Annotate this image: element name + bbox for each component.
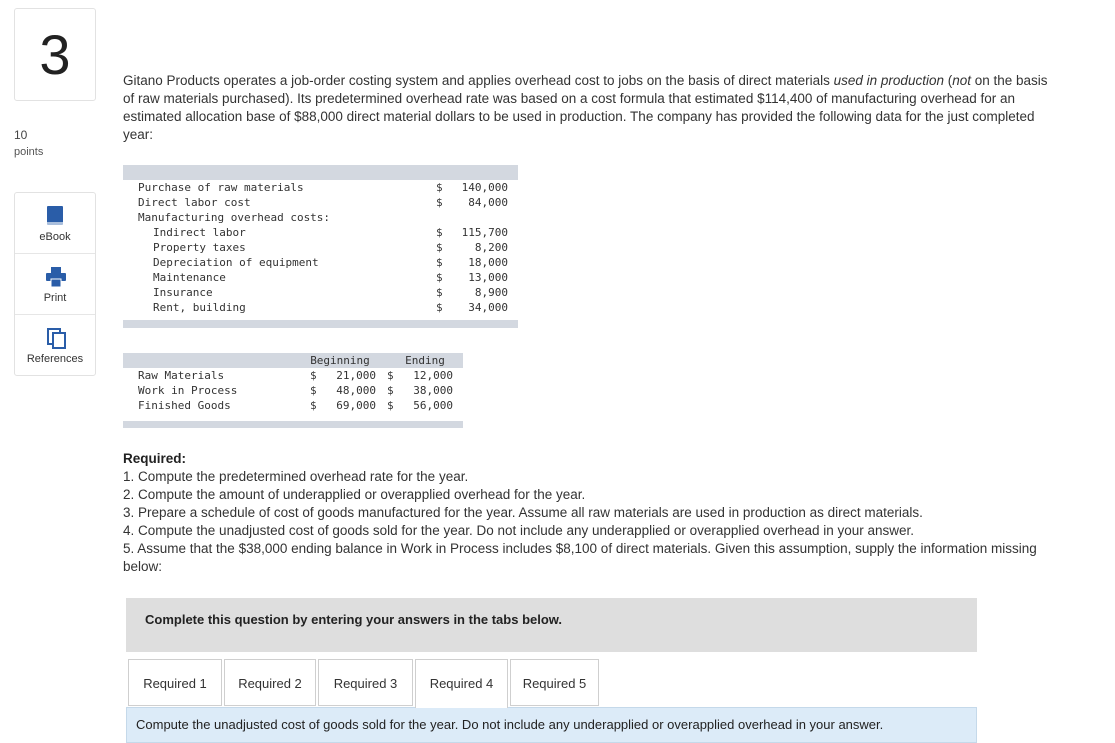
amount: 140,000 — [461, 181, 508, 194]
amount: 8,200 — [474, 241, 508, 254]
row-label: Depreciation of equipment — [153, 256, 319, 269]
column-header: Beginning — [310, 354, 370, 367]
banner-text: Complete this question by entering your … — [145, 612, 563, 627]
question-number: 3 — [39, 23, 71, 86]
tab[interactable]: Required 1 — [128, 659, 222, 706]
tab[interactable]: Required 2 — [224, 659, 316, 706]
intro-segment: on the basis of raw materials purchased)… — [123, 73, 1048, 142]
currency: $ — [387, 399, 394, 412]
currency: $ — [436, 271, 443, 284]
amount: 48,000 — [336, 384, 376, 397]
ebook-button[interactable]: eBook — [15, 193, 95, 254]
required-item: 5. Assume that the $38,000 ending balanc… — [123, 541, 1037, 574]
currency: $ — [436, 256, 443, 269]
row-label: Insurance — [153, 286, 213, 299]
references-button[interactable]: References — [15, 315, 95, 375]
amount: 69,000 — [336, 399, 376, 412]
column-header: Ending — [405, 354, 445, 367]
row-label: Manufacturing overhead costs: — [138, 211, 331, 224]
currency: $ — [436, 241, 443, 254]
points-label: points — [14, 146, 44, 158]
intro-segment: Gitano Products operates a job-order cos… — [123, 73, 834, 88]
row-label: Purchase of raw materials — [138, 181, 304, 194]
row-label: Direct labor cost — [138, 196, 251, 209]
references-icon — [47, 328, 66, 349]
currency: $ — [387, 369, 394, 382]
required-item: 1. Compute the predetermined overhead ra… — [123, 469, 469, 484]
row-label: Indirect labor — [153, 226, 246, 239]
points-value: 10 — [14, 128, 28, 142]
amount: 38,000 — [413, 384, 453, 397]
currency: $ — [310, 399, 317, 412]
table-header-bar — [123, 353, 463, 368]
currency: $ — [436, 301, 443, 314]
required-section: Required: 1. Compute the predetermined ov… — [123, 450, 1063, 576]
required-item: 4. Compute the unadjusted cost of goods … — [123, 523, 915, 538]
currency: $ — [310, 384, 317, 397]
row-label: Property taxes — [153, 241, 246, 254]
amount: 56,000 — [413, 399, 453, 412]
tab[interactable]: Required 4 — [415, 659, 508, 708]
table-footer-bar — [123, 421, 463, 428]
required-title: Required: — [123, 451, 187, 466]
question-number-box: 3 — [14, 8, 96, 101]
tab[interactable]: Required 3 — [318, 659, 413, 706]
print-button[interactable]: Print — [15, 254, 95, 315]
amount: 34,000 — [468, 301, 508, 314]
amount: 12,000 — [413, 369, 453, 382]
instruction-banner: Complete this question by entering your … — [126, 598, 977, 652]
table-footer-bar — [123, 320, 518, 328]
currency: $ — [436, 226, 443, 239]
references-label: References — [26, 353, 84, 365]
currency: $ — [436, 286, 443, 299]
tab-content: Compute the unadjusted cost of goods sol… — [126, 707, 977, 743]
amount: 18,000 — [468, 256, 508, 269]
ebook-label: eBook — [39, 231, 71, 243]
amount: 8,900 — [474, 286, 508, 299]
row-label: Rent, building — [153, 301, 246, 314]
required-item: 3. Prepare a schedule of cost of goods m… — [123, 505, 923, 520]
row-label: Finished Goods — [138, 399, 231, 412]
ebook-icon — [47, 206, 63, 225]
row-label: Work in Process — [138, 384, 238, 397]
required-item: 2. Compute the amount of underapplied or… — [123, 487, 586, 502]
currency: $ — [310, 369, 317, 382]
amount: 21,000 — [336, 369, 376, 382]
tab[interactable]: Required 5 — [510, 659, 599, 706]
currency: $ — [387, 384, 394, 397]
intro-text: Gitano Products operates a job-order cos… — [123, 72, 1058, 144]
intro-italic: used in production — [833, 73, 944, 88]
sidebar: eBook Print References — [14, 192, 96, 376]
amount: 84,000 — [468, 196, 508, 209]
amount: 13,000 — [468, 271, 508, 284]
table-header-bar — [123, 165, 518, 180]
print-icon — [46, 267, 66, 288]
amount: 115,700 — [461, 226, 508, 239]
row-label: Maintenance — [153, 271, 226, 284]
intro-segment: ( — [943, 73, 953, 88]
currency: $ — [436, 196, 443, 209]
tab-content-text: Compute the unadjusted cost of goods sol… — [136, 717, 884, 732]
print-label: Print — [43, 292, 67, 304]
row-label: Raw Materials — [138, 369, 225, 382]
currency: $ — [436, 181, 443, 194]
intro-italic: not — [952, 73, 971, 88]
